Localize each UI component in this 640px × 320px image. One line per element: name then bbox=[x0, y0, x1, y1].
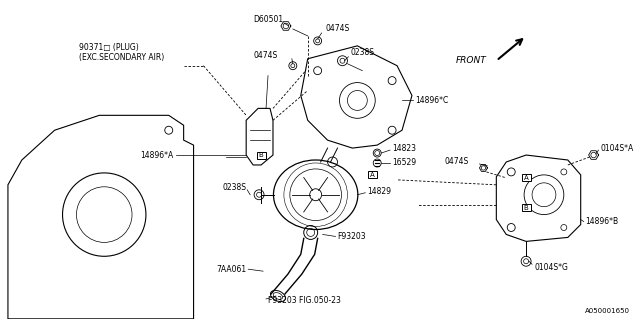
Text: A050001650: A050001650 bbox=[586, 308, 630, 314]
Text: 14896*A: 14896*A bbox=[140, 150, 173, 160]
FancyBboxPatch shape bbox=[522, 174, 531, 181]
Text: 16529: 16529 bbox=[392, 158, 416, 167]
Text: F93203 FIG.050-23: F93203 FIG.050-23 bbox=[268, 296, 341, 306]
Text: 0238S: 0238S bbox=[222, 183, 246, 192]
Text: 14896*B: 14896*B bbox=[586, 217, 619, 226]
Text: 14896*C: 14896*C bbox=[415, 96, 448, 105]
Text: 0474S: 0474S bbox=[326, 24, 350, 34]
FancyBboxPatch shape bbox=[368, 172, 377, 178]
Text: 7AA061: 7AA061 bbox=[216, 265, 246, 274]
Text: F93203: F93203 bbox=[337, 232, 366, 241]
Text: D60501: D60501 bbox=[253, 14, 284, 24]
FancyBboxPatch shape bbox=[522, 204, 531, 211]
Text: 0104S*G: 0104S*G bbox=[534, 263, 568, 272]
Text: A: A bbox=[370, 172, 374, 178]
FancyBboxPatch shape bbox=[257, 152, 266, 158]
Text: FRONT: FRONT bbox=[456, 56, 486, 65]
Text: 0104S*A: 0104S*A bbox=[600, 144, 634, 153]
Text: 90371□ (PLUG)
(EXC.SECONDARY AIR): 90371□ (PLUG) (EXC.SECONDARY AIR) bbox=[79, 43, 164, 62]
Text: A: A bbox=[524, 175, 529, 181]
Text: 14823: 14823 bbox=[392, 144, 416, 153]
Text: 14829: 14829 bbox=[367, 187, 391, 196]
Text: 0474S: 0474S bbox=[445, 157, 469, 166]
Text: B: B bbox=[524, 205, 529, 211]
Text: 0238S: 0238S bbox=[351, 48, 374, 57]
Text: B: B bbox=[259, 152, 264, 158]
Text: 0474S: 0474S bbox=[253, 51, 277, 60]
